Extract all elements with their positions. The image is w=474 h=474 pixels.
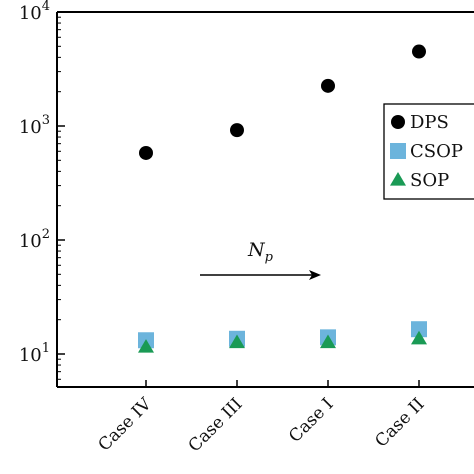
y-tick-label: 101 bbox=[19, 341, 50, 366]
y-tick-exponent: 2 bbox=[42, 227, 50, 242]
sop-point bbox=[320, 334, 336, 349]
y-tick-label: 103 bbox=[19, 113, 50, 138]
legend-marker-csop bbox=[390, 143, 406, 159]
y-tick-label: 102 bbox=[19, 227, 50, 252]
dps-point bbox=[412, 44, 426, 59]
legend-marker-dps bbox=[391, 115, 405, 129]
annotation: Np bbox=[200, 239, 321, 280]
dps-point bbox=[321, 78, 335, 93]
legend: DPS CSOP SOP bbox=[383, 103, 474, 200]
annotation-arrowhead bbox=[309, 270, 321, 280]
x-tick-label: Case I bbox=[285, 394, 337, 446]
annotation-label: Np bbox=[247, 239, 274, 265]
x-tick-label: Case II bbox=[371, 394, 428, 451]
y-tick-exponent: 3 bbox=[42, 113, 50, 128]
x-tick-label: Case III bbox=[185, 394, 247, 456]
y-tick-base: 10 bbox=[19, 3, 42, 24]
y-tick-base: 10 bbox=[19, 231, 42, 252]
legend-label-sop: SOP bbox=[410, 170, 449, 191]
sop-point bbox=[138, 339, 154, 353]
annotation-subscript: p bbox=[265, 250, 274, 265]
sop-point bbox=[411, 330, 427, 345]
legend-label-dps: DPS bbox=[410, 112, 449, 133]
sop-point bbox=[229, 334, 245, 349]
y-tick-exponent: 1 bbox=[42, 341, 50, 356]
y-tick-exponent: 4 bbox=[42, 0, 50, 14]
y-tick-base: 10 bbox=[19, 117, 42, 138]
legend-label-csop: CSOP bbox=[410, 141, 463, 162]
x-tick-label: Case IV bbox=[94, 394, 156, 456]
dps-point bbox=[139, 145, 153, 160]
y-tick-base: 10 bbox=[19, 345, 42, 366]
legend-marker-sop bbox=[390, 172, 406, 186]
csop-point bbox=[411, 321, 427, 338]
data-marks bbox=[138, 44, 427, 353]
dps-point bbox=[230, 123, 244, 138]
y-tick-label: 104 bbox=[19, 0, 50, 24]
annotation-base: N bbox=[247, 239, 266, 261]
